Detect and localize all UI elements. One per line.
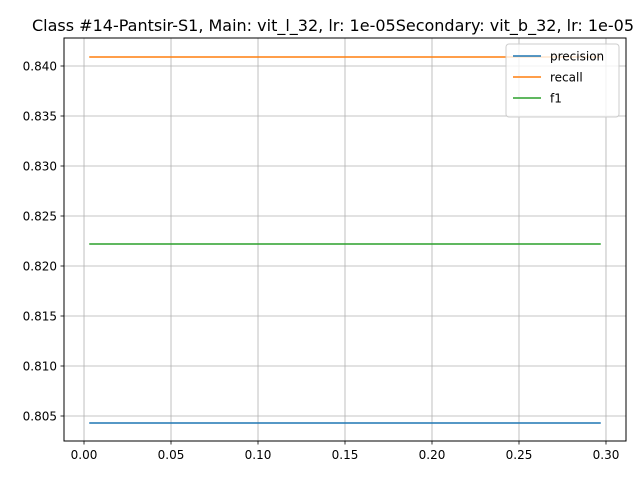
legend-label-recall: recall — [550, 71, 583, 85]
x-tick-label: 0.15 — [332, 448, 359, 462]
y-tick-label: 0.830 — [23, 159, 57, 173]
x-tick-label: 0.20 — [419, 448, 446, 462]
legend-label-precision: precision — [550, 50, 604, 64]
x-tick-label: 0.05 — [158, 448, 185, 462]
legend: precision recall f1 — [505, 43, 620, 118]
x-tick-label: 0.10 — [245, 448, 272, 462]
y-tick-label: 0.815 — [23, 309, 57, 323]
x-tick-label: 0.30 — [593, 448, 620, 462]
axis-ticks: 0.00 0.05 0.10 0.15 0.20 0.25 0.30 0.805 0.810 0.… — [23, 59, 620, 462]
y-tick-label: 0.825 — [23, 209, 57, 223]
y-tick-label: 0.805 — [23, 409, 57, 423]
y-tick-label: 0.810 — [23, 359, 57, 373]
y-tick-label: 0.835 — [23, 109, 57, 123]
chart-title: Class #14-Pantsir-S1, Main: vit_l_32, lr… — [32, 16, 634, 36]
x-tick-label: 0.00 — [71, 448, 98, 462]
y-tick-label: 0.820 — [23, 259, 57, 273]
legend-label-f1: f1 — [550, 92, 562, 106]
x-tick-label: 0.25 — [506, 448, 533, 462]
y-tick-label: 0.840 — [23, 59, 57, 73]
